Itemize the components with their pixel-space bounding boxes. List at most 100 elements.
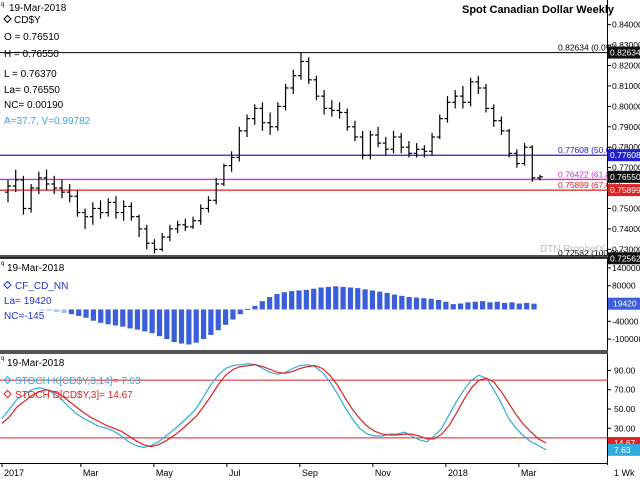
x-tick-label: 2017 [4, 468, 24, 478]
ohlc-bar [405, 141, 412, 158]
price-y-tick-label: 0.74000 [612, 224, 640, 234]
cot-bar [479, 301, 486, 310]
ohlc-bar [220, 163, 227, 187]
cot-bar [193, 309, 199, 343]
x-tick-label: Jul [229, 468, 241, 478]
stochastic-lines [1, 363, 547, 451]
cot-bar [377, 291, 383, 310]
ohlc-bar [267, 112, 274, 135]
x-tick-label: 2018 [448, 468, 468, 478]
price-y-tick-label: 0.78000 [612, 142, 640, 152]
cot-y-axis: 1400008000020000-40000-10000019420 [608, 263, 640, 344]
cot-label: CF_CD_NN [15, 281, 68, 292]
ohlc-bar [182, 218, 189, 231]
price-symbol: CD$Y [14, 15, 41, 26]
price-open: O = 0.76510 [4, 32, 60, 43]
ohlc-bar [506, 128, 513, 158]
cot-bar [259, 301, 265, 310]
cot-bar [164, 309, 170, 340]
corner-marker: q [1, 2, 4, 8]
stochastic-series-line [1, 363, 547, 451]
stochastic-panel: 90.00 70.00 50.00 30.00 14.677.63 [0, 363, 640, 456]
cot-corner-marker: q [1, 261, 4, 267]
price-y-tick-label: 0.79000 [612, 122, 640, 132]
ohlc-bar [351, 120, 358, 142]
ohlc-bar [413, 143, 420, 158]
stochastic-y-tick-label: 50.00 [614, 404, 636, 414]
cot-bar [120, 309, 126, 327]
price-high: H = 0.76550 [4, 49, 59, 60]
price-y-tick-label: 0.80000 [612, 101, 640, 111]
ohlc-bar [35, 171, 42, 195]
ohlc-bar [228, 151, 235, 172]
cot-bar [487, 302, 493, 310]
ohlc-bar [166, 224, 173, 242]
x-tick-label: Mar [83, 468, 99, 478]
ohlc-bar [521, 143, 528, 166]
ohlc-bar [513, 149, 520, 168]
fib-line-label: 0.72582 (100.0%) [558, 248, 626, 258]
ohlc-bar [20, 175, 27, 215]
cot-bar [494, 301, 500, 310]
ohlc-bar [359, 130, 366, 160]
cot-bar [428, 298, 434, 310]
ohlc-bar [390, 130, 397, 154]
price-y-tick-label: 0.73000 [612, 244, 640, 254]
stoch-k-label: STOCH K[CD$Y,3,14]= 7.63 [15, 376, 141, 387]
ohlc-bar [159, 232, 166, 252]
fib-line-label: 0.75899 (67.0%) [558, 180, 621, 190]
price-tag-bg [608, 252, 640, 265]
ohlc-bar [421, 145, 428, 158]
price-panel: 0.82634 (0.0%) 0.77608 (50.0%) 0.76422 (61… [0, 20, 640, 265]
fibonacci-lines: 0.82634 (0.0%) 0.77608 (50.0%) 0.76422 (61… [0, 43, 626, 259]
cot-y-tick-label: -40000 [612, 316, 639, 326]
stoch-d-label: STOCH D[CD$Y,3]= 14.67 [15, 390, 133, 401]
cot-bar [472, 301, 478, 310]
stoch-k-diamond-icon [3, 375, 12, 385]
ohlc-bar [105, 198, 112, 217]
cot-y-tick-label: 80000 [612, 281, 636, 291]
ohlc-bar [444, 96, 451, 123]
cot-diamond-icon [3, 280, 12, 290]
stochastic-tag: 7.63 [608, 443, 640, 456]
cot-bar [222, 309, 229, 325]
cot-bar [362, 289, 368, 310]
stochastic-y-tick-label: 30.00 [614, 423, 636, 433]
diamond-icon [3, 14, 12, 24]
cot-net-change: NC=-145 [4, 311, 45, 322]
stochastic-tag-label: 7.63 [614, 445, 631, 455]
price-date: 19-Mar-2018 [9, 3, 67, 14]
cot-bar [76, 309, 82, 316]
cot-panel: 1400008000020000-40000-10000019420 [39, 263, 640, 345]
cot-bar [303, 289, 309, 310]
price-y-tick-label: 0.82000 [612, 61, 640, 71]
price-tags: 0.82634 0.77608 0.76550 0.75899 0.72562 [608, 46, 640, 265]
price-tag: 0.75899 [608, 184, 640, 197]
ohlc-bar [475, 75, 482, 95]
cot-bar [384, 292, 390, 310]
ohlc-bar [43, 169, 50, 191]
ohlc-bar [82, 208, 89, 229]
cot-date: 19-Mar-2018 [7, 263, 65, 274]
ohlc-bar [58, 179, 65, 199]
ohlc-bar [51, 175, 58, 195]
chart-title: Spot Canadian Dollar Weekly [462, 4, 615, 16]
price-y-tick-label: 0.81000 [612, 81, 640, 91]
ohlc-bar [112, 196, 119, 219]
ohlc-bar [28, 183, 35, 213]
x-axis: 2017 Mar May Jul Sep Nov 2018 Mar [1, 463, 536, 478]
ohlc-bar [537, 174, 543, 181]
cot-bar [399, 295, 405, 310]
cot-bar [318, 287, 324, 310]
price-tag: 0.82634 [608, 46, 640, 59]
ohlc-bar [251, 104, 258, 125]
ohlc-bar [143, 224, 150, 250]
cot-bar [68, 309, 74, 315]
ohlc-bar [5, 179, 11, 203]
price-tag: 0.76550 [608, 170, 640, 183]
panel-separator-1 [0, 255, 608, 259]
cot-bar [524, 302, 530, 310]
ohlc-bar [197, 204, 204, 225]
stochastic-y-tick-label: 70.00 [614, 385, 636, 395]
cot-bar [406, 296, 412, 310]
